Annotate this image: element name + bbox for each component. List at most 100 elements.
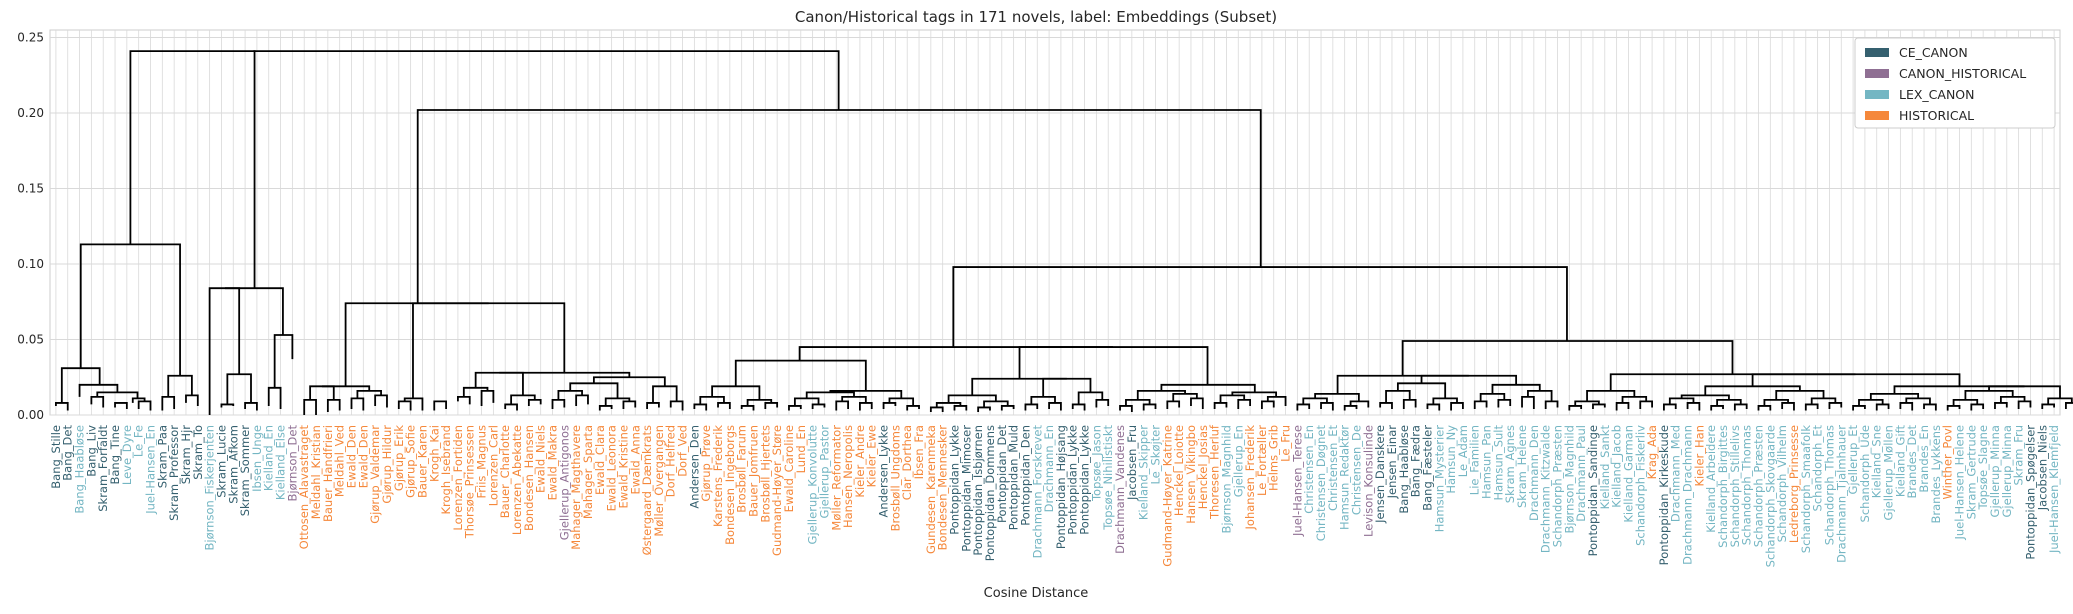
- leaf-label: Winther_Povl: [1941, 425, 1955, 500]
- leaf-label: Meldahl_Kristian: [309, 425, 323, 519]
- leaf-label: Juel-Hansen_Terese: [1290, 425, 1304, 537]
- leaf-label: Gjellerup_Minna: [1988, 425, 2002, 517]
- dendrogram-link: [1320, 402, 1334, 411]
- y-axis: 0.00 0.05 0.10 0.15 0.20 0.25: [17, 31, 44, 422]
- leaf-label: Drachmann_Paul: [1574, 425, 1588, 522]
- leaf-label: Gundesen_Karenmeka: [924, 425, 938, 554]
- dendrogram-link: [805, 391, 855, 399]
- grid-layer: [49, 29, 2061, 416]
- leaf-label: Lund_En: [794, 425, 808, 473]
- leaf-label: Topsøe_Nihilistiskt: [1101, 425, 1115, 531]
- dendrogram-link: [416, 109, 1262, 304]
- leaf-label: Ewald_Niels: [534, 425, 548, 493]
- dendrogram-link: [114, 402, 128, 409]
- leaf-label: Pontoppidan_Det: [995, 425, 1009, 524]
- dendrogram-link: [2017, 400, 2032, 409]
- leaf-label: Gjørup_Hildur: [380, 425, 394, 504]
- leaf-label: Ibsen_Fra: [912, 425, 926, 479]
- leaf-label: Drachmann_Tjalmhauer: [1834, 425, 1848, 563]
- leaf-label: Pontoppidan_Spøgelser: [2023, 425, 2037, 560]
- dendrogram-link: [224, 287, 284, 335]
- dendrogram-link: [474, 371, 524, 396]
- leaf-label: Christensen_Et: [1326, 425, 1340, 511]
- leaf-label: Kielland_Sankt: [1598, 425, 1612, 510]
- leaf-label: Kielland_Jacob: [1610, 425, 1624, 508]
- legend: CE_CANON CANON_HISTORICAL LEX_CANON HISTORI…: [1854, 37, 2056, 129]
- leaf-label: Schandorph_Fiskerliv: [1633, 425, 1647, 546]
- dendrogram-link: [1716, 399, 1742, 406]
- leaf-label: Gjellerup_Minna: [2000, 425, 2014, 517]
- legend-swatch: [1865, 48, 1889, 57]
- leaf-label: Gjellerup_Konvolutte: [806, 425, 820, 544]
- leaf-label: Thorsøe_Prinsessen: [463, 425, 477, 539]
- dendrogram-link: [1994, 402, 2008, 409]
- dendrogram-link: [2065, 402, 2073, 409]
- plot-area: [49, 29, 2061, 416]
- leaf-label: Pontoppidan_Isbjørnen: [971, 425, 985, 556]
- leaf-label: Jensen_Danskere: [1373, 425, 1387, 524]
- dendrogram-link: [462, 386, 489, 397]
- leaf-label: Le_Adam: [1456, 425, 1470, 477]
- dendrogram-link: [1314, 392, 1360, 402]
- leaf-label: Henckel_Loiotte: [1172, 425, 1186, 516]
- leaf-label: Gjørup_Sofie: [404, 425, 418, 498]
- leaf-label: Schandorph_Stillelivs: [1728, 425, 1742, 547]
- y-tick-label: 0.15: [17, 182, 44, 196]
- leaf-label: Clar_Dorthea: [900, 425, 914, 500]
- dendrogram-link: [669, 400, 684, 411]
- legend-label: CANON_HISTORICAL: [1899, 66, 2026, 81]
- leaf-label: Leve_Dyre: [120, 425, 134, 485]
- dendrogram-link: [78, 383, 119, 397]
- dendrogram-link: [1639, 400, 1653, 409]
- leaf-label: Jacobsen_Niels: [2035, 425, 2049, 511]
- dendrogram-link: [1420, 374, 1518, 385]
- leaf-label: Henckel_Josias: [1196, 425, 1210, 509]
- dendrogram-link: [983, 400, 1009, 408]
- leaf-label: Pontoppidan_Højsang: [1054, 425, 1068, 549]
- dendrogram-link: [510, 394, 536, 405]
- leaf-label: Dorf_Ved: [676, 425, 690, 477]
- dendrogram-link: [1401, 340, 1734, 376]
- leaf-label: Friis_Magnus: [475, 425, 489, 498]
- leaf-label: Meldahl_Ved: [333, 425, 347, 497]
- dendrogram-link: [1336, 374, 1469, 394]
- y-tick-label: 0.20: [17, 106, 44, 120]
- leaf-label: Gjellerup_Antigonos: [557, 425, 571, 540]
- leaf-label: Drachmann_Vandenes: [1113, 425, 1127, 554]
- dendrogram-link: [253, 50, 840, 111]
- leaf-label: Schandorph_Ude: [1858, 425, 1872, 522]
- y-tick-label: 0.05: [17, 333, 44, 347]
- leaf-label: Kieler_Andre: [853, 425, 867, 498]
- dendrogram-link: [1160, 383, 1256, 393]
- legend-label: HISTORICAL: [1899, 108, 1974, 123]
- leaf-label: Juel-Hansen_Helene: [1953, 425, 1967, 541]
- leaf-label: Brandes_Det: [1905, 425, 1919, 499]
- dendrogram-link: [646, 402, 660, 409]
- dendrogram-link: [433, 400, 447, 411]
- leaf-label: Schandorph_Smaafolk: [1799, 425, 1813, 554]
- leaf-label: Bauer_Jomfruen: [747, 425, 761, 517]
- leaf-label: Gjørup_Valdemar: [368, 425, 382, 524]
- leaf-label: Skram_Afkom: [226, 425, 240, 504]
- y-tick-label: 0.10: [17, 257, 44, 271]
- x-axis-label: Cosine Distance: [984, 586, 1089, 601]
- dendrogram-link: [55, 402, 69, 411]
- dendrogram-link: [131, 397, 146, 403]
- leaf-label: Gjellerup_Møllen: [1882, 425, 1896, 520]
- legend-swatch: [1865, 111, 1889, 120]
- leaf-label: Kielland_Gift: [1893, 425, 1907, 498]
- leaf-label: Schandorph_Præsten: [1551, 425, 1565, 547]
- leaf-label: Brosbøll_Hjertets: [758, 425, 772, 523]
- leaf-label: Kielland_En: [262, 425, 276, 491]
- leaf-label: Skram_Fru: [2012, 425, 2026, 485]
- y-tick-label: 0.00: [17, 408, 44, 422]
- leaf-label: Pontoppidan_Lykke: [1066, 425, 1080, 535]
- dendrogram-link: [1349, 400, 1370, 408]
- leaf-label: Christensen_Døgnet: [1314, 425, 1328, 542]
- leaf-label: Jensen_Einar: [1385, 425, 1399, 500]
- leaf-label: Drachmann_Kitzwalde: [1539, 425, 1553, 553]
- leaf-label: Kielland_Skipper: [1137, 425, 1151, 520]
- leaf-label: Bang_Tine: [108, 425, 122, 485]
- leaf-label: Krogh_Kai: [427, 425, 441, 482]
- leaf-label: Hamsun_Pan: [1480, 425, 1494, 499]
